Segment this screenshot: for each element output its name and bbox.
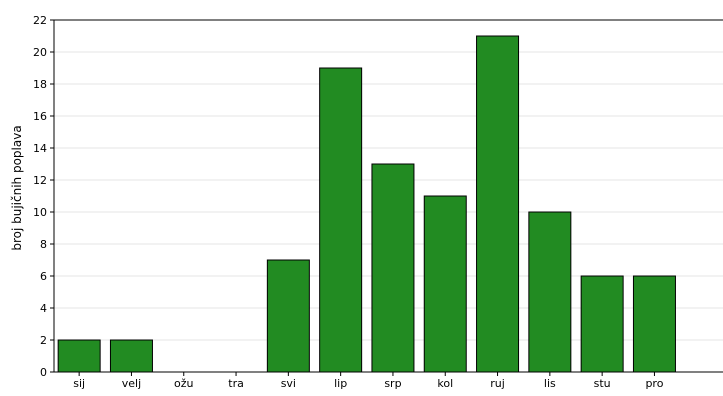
y-tick-label: 18 xyxy=(33,78,47,91)
x-tick-label: sij xyxy=(73,377,85,390)
y-tick-label: 4 xyxy=(40,302,47,315)
x-tick-label: pro xyxy=(645,377,663,390)
y-tick-label: 0 xyxy=(40,366,47,379)
x-tick-label: tra xyxy=(228,377,244,390)
y-tick-label: 16 xyxy=(33,110,47,123)
x-tick-label: srp xyxy=(384,377,401,390)
y-tick-label: 20 xyxy=(33,46,47,59)
bar-svi xyxy=(266,259,310,373)
x-tick-label: ruj xyxy=(490,377,505,390)
bar-sij xyxy=(57,339,101,373)
y-ticks: 0 2 4 6 8 10 12 14 16 18 20 22 xyxy=(33,14,54,379)
x-tick-label: velj xyxy=(122,377,141,390)
x-tick-label: ožu xyxy=(174,377,193,390)
y-tick-label: 10 xyxy=(33,206,47,219)
bar-srp xyxy=(371,163,415,373)
y-tick-label: 2 xyxy=(40,334,47,347)
y-tick-label: 8 xyxy=(40,238,47,251)
bar-kol xyxy=(423,195,467,373)
bars xyxy=(57,35,676,373)
x-tick-label: lip xyxy=(334,377,347,390)
axes xyxy=(53,19,723,373)
bar-lis xyxy=(528,211,572,373)
x-tick-label: lis xyxy=(544,377,556,390)
bar-velj xyxy=(109,339,153,373)
x-tick-label: stu xyxy=(594,377,611,390)
y-tick-label: 12 xyxy=(33,174,47,187)
y-tick-label: 22 xyxy=(33,14,47,27)
x-ticks: sij velj ožu tra svi lip srp kol ruj lis stu pro xyxy=(73,372,664,390)
y-axis-label: broj bujičnih poplava xyxy=(10,125,24,250)
y-tick-label: 6 xyxy=(40,270,47,283)
bar-lip xyxy=(319,67,363,373)
y-tick-label: 14 xyxy=(33,142,47,155)
bar-ruj xyxy=(476,35,520,373)
x-tick-label: svi xyxy=(281,377,296,390)
x-tick-label: kol xyxy=(437,377,453,390)
bar-stu xyxy=(580,275,624,373)
bar-pro xyxy=(632,275,676,373)
